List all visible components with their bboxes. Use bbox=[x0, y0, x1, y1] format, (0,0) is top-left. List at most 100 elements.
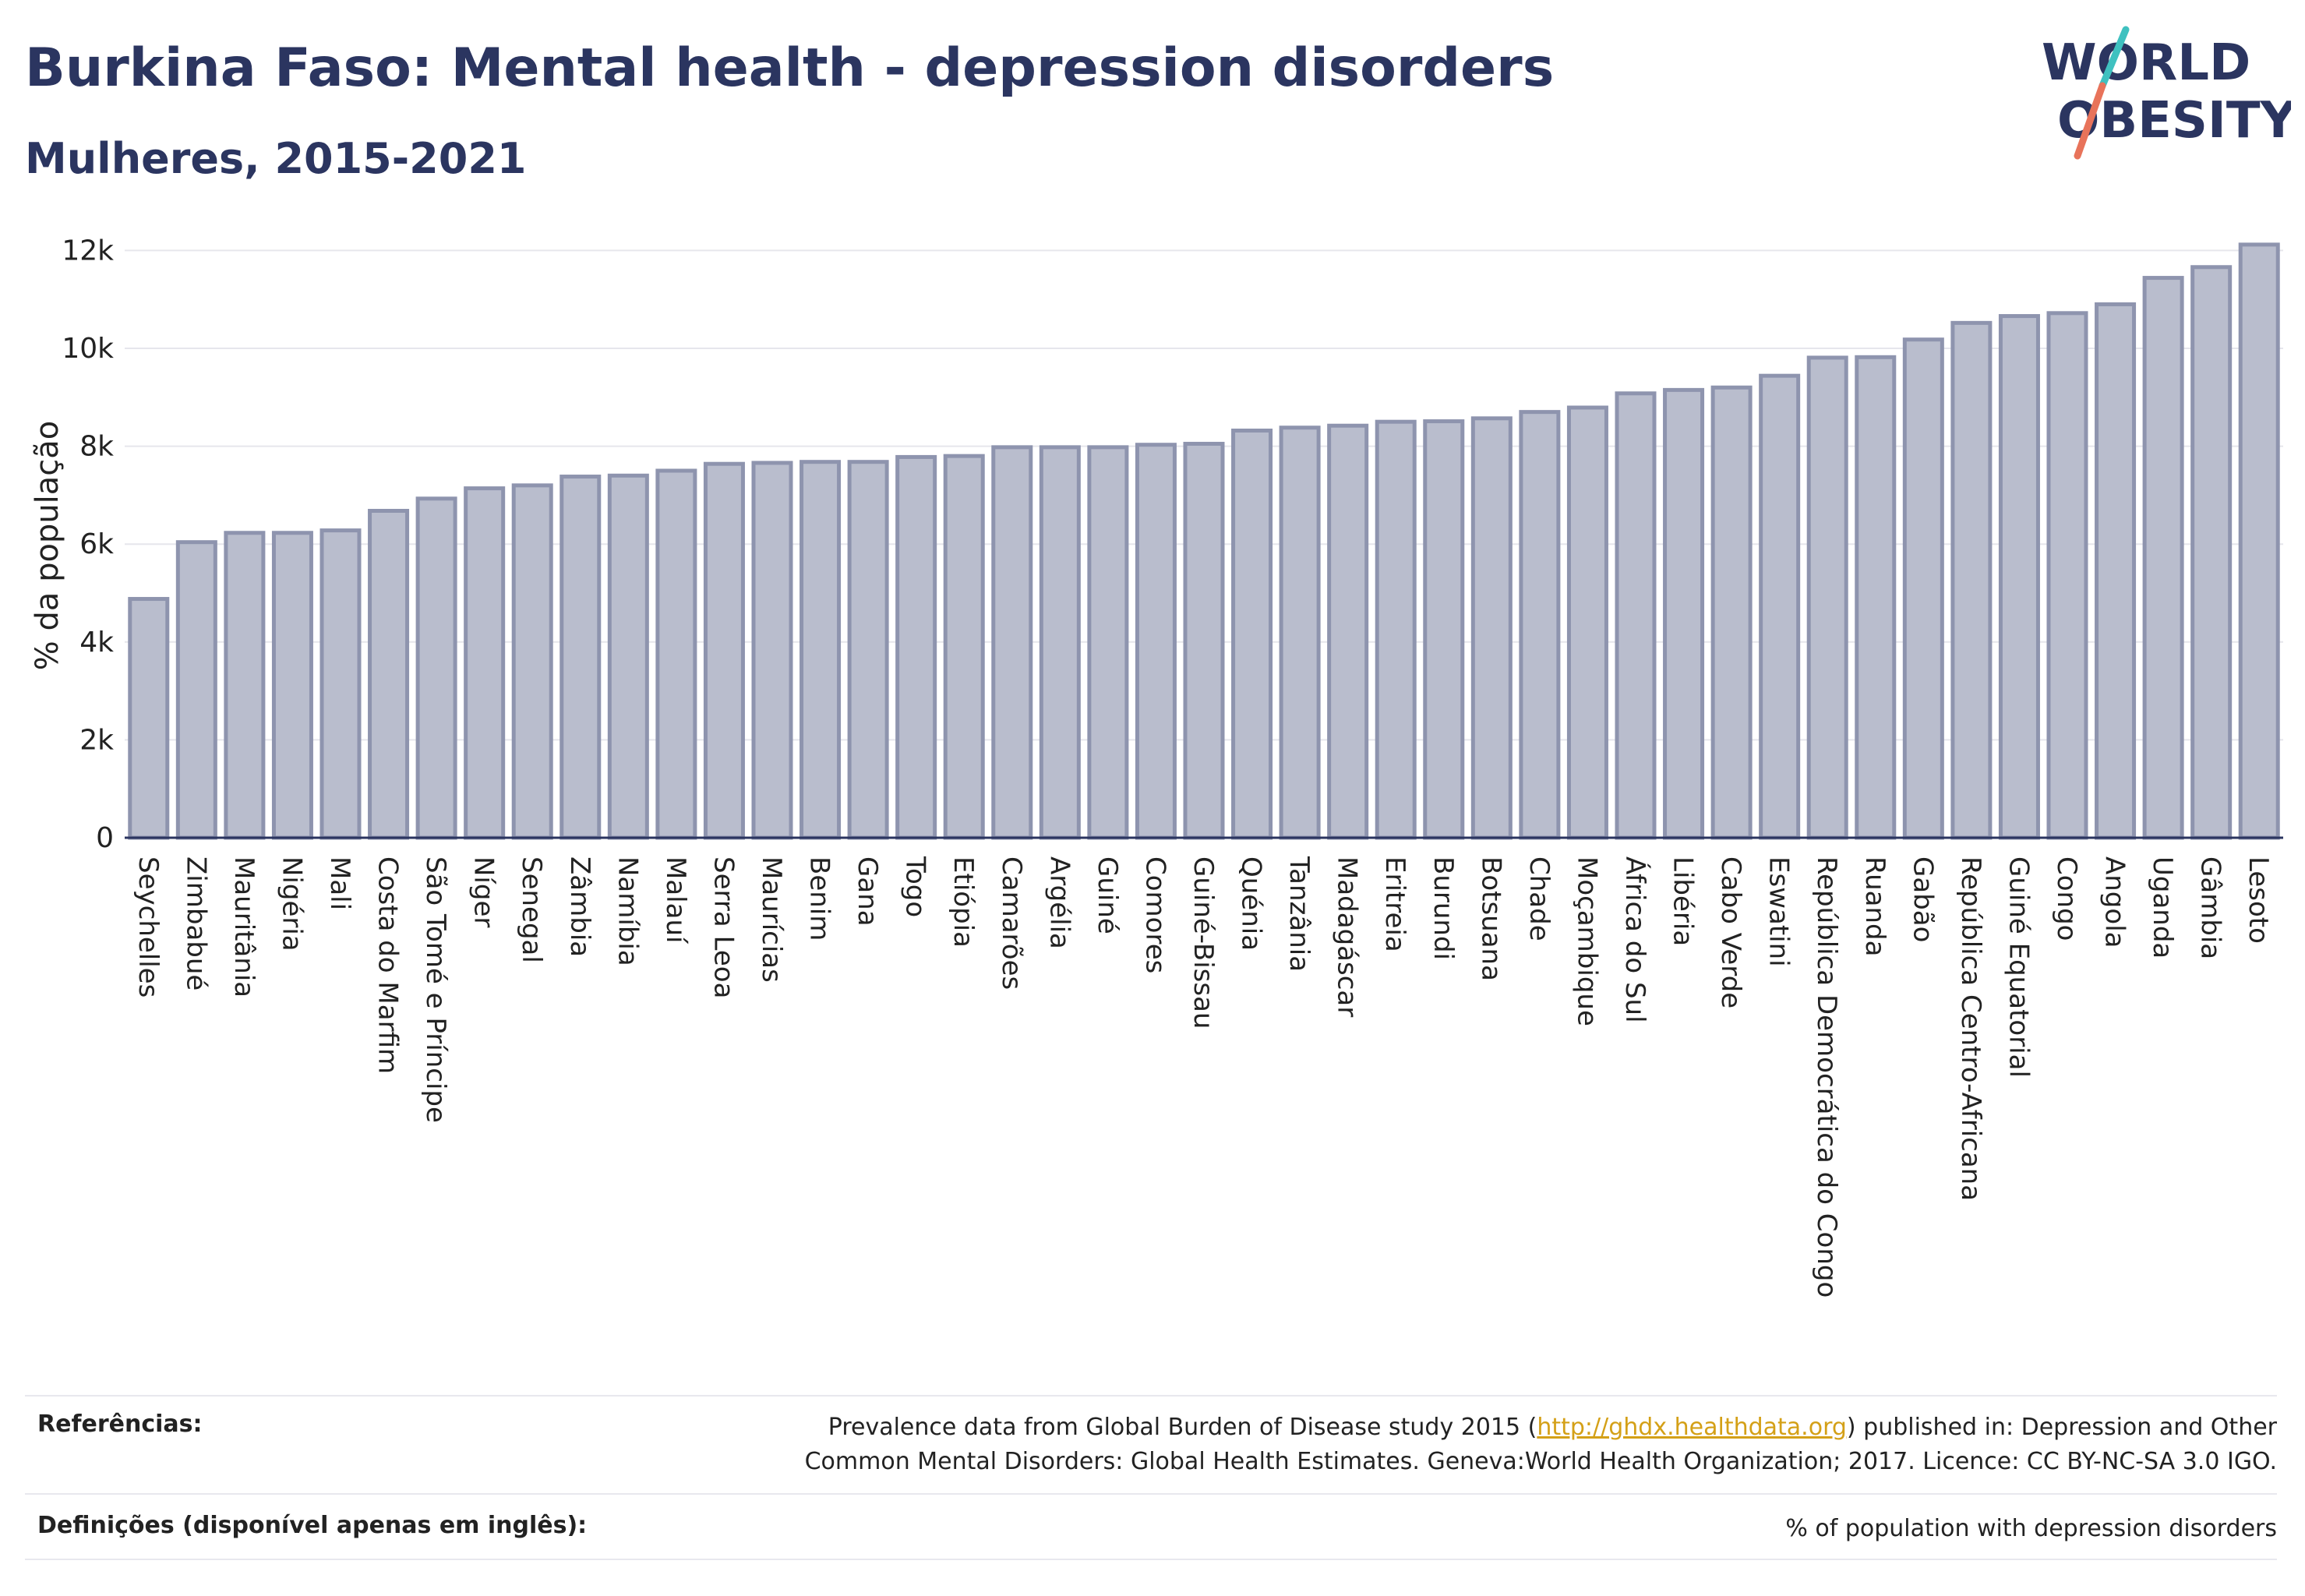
bar[interactable] bbox=[1806, 355, 1848, 840]
bar[interactable] bbox=[464, 486, 506, 840]
x-tick-label: Madagáscar bbox=[1332, 856, 1363, 1017]
x-tick-label: Seychelles bbox=[132, 856, 164, 998]
x-tick-label: Serra Leoa bbox=[708, 856, 739, 998]
world-obesity-logo: WORLD OBESITY bbox=[2042, 26, 2291, 160]
x-tick-label: Botsuana bbox=[1475, 856, 1506, 981]
bar[interactable] bbox=[991, 445, 1033, 840]
bar[interactable] bbox=[2142, 276, 2184, 840]
x-tick-label: Camarões bbox=[996, 856, 1027, 990]
bar[interactable] bbox=[415, 496, 457, 840]
bar[interactable] bbox=[751, 461, 793, 840]
axes: 0 2k 4k 6k 8k 10k 12k Seychelles Zimbabué Mauritâ… bbox=[62, 235, 2283, 1298]
bar[interactable] bbox=[1902, 337, 1944, 840]
x-tick-label: Tanzânia bbox=[1283, 856, 1315, 972]
x-tick-label: São Tomé e Príncipe bbox=[420, 856, 451, 1123]
definitions-label: Definições (disponível apenas em inglês)… bbox=[37, 1512, 588, 1539]
references-text: Prevalence data from Global Burden of Di… bbox=[718, 1411, 2277, 1479]
x-tick-label: África do Sul bbox=[1619, 856, 1651, 1023]
bar[interactable] bbox=[319, 528, 362, 840]
x-tick-label: Malauí bbox=[660, 856, 691, 945]
bar[interactable] bbox=[2190, 265, 2233, 840]
bar[interactable] bbox=[1855, 355, 1897, 840]
bar[interactable] bbox=[1663, 387, 1705, 840]
x-tick-label: Mali bbox=[324, 856, 355, 910]
chart-subtitle: Mulheres, 2015-2021 bbox=[25, 134, 527, 183]
y-tick-label: 12k bbox=[62, 235, 114, 267]
bar[interactable] bbox=[1950, 320, 1993, 840]
x-tick-label: Comores bbox=[1139, 856, 1170, 973]
x-tick-label: Libéria bbox=[1668, 856, 1699, 946]
bar[interactable] bbox=[1615, 391, 1657, 840]
bar-chart: 0 2k 4k 6k 8k 10k 12k Seychelles Zimbabué Mauritâ… bbox=[30, 235, 2283, 1298]
x-tick-label: Ruanda bbox=[1859, 856, 1890, 956]
bar[interactable] bbox=[1327, 423, 1369, 840]
bar[interactable] bbox=[703, 461, 745, 840]
bar[interactable] bbox=[1470, 416, 1513, 840]
x-tick-label: Senegal bbox=[516, 856, 547, 963]
y-axis-label: % da população bbox=[30, 421, 65, 671]
x-tick-label: Guiné bbox=[1092, 856, 1123, 934]
logo-slash-teal bbox=[2099, 26, 2130, 90]
x-tick-label: Burundi bbox=[1428, 856, 1459, 960]
bar[interactable] bbox=[800, 460, 842, 840]
bar[interactable] bbox=[847, 460, 889, 840]
bar[interactable] bbox=[607, 473, 649, 840]
x-tick-label: Eswatini bbox=[1763, 856, 1795, 967]
x-tick-label: Lesoto bbox=[2243, 856, 2274, 944]
x-tick-label: República Centro-Africana bbox=[1955, 856, 1986, 1201]
bar[interactable] bbox=[2095, 302, 2137, 840]
x-tick-label: Guiné Equatorial bbox=[2003, 856, 2034, 1078]
x-tick-label: Mauritânia bbox=[228, 856, 259, 998]
y-tick-label: 10k bbox=[62, 333, 114, 365]
bar[interactable] bbox=[559, 475, 602, 840]
bar[interactable] bbox=[224, 531, 266, 840]
x-tick-label: Angola bbox=[2099, 856, 2130, 948]
bar[interactable] bbox=[2046, 311, 2088, 840]
y-tick-label: 4k bbox=[79, 627, 114, 659]
bar[interactable] bbox=[1279, 425, 1321, 840]
x-tick-label: Gana bbox=[852, 856, 883, 927]
x-tick-label: Argélia bbox=[1043, 856, 1075, 949]
bar[interactable] bbox=[271, 531, 313, 840]
x-tick-label: Chade bbox=[1523, 856, 1555, 941]
x-tick-label: Etiópia bbox=[948, 856, 979, 948]
x-tick-label: Gâmbia bbox=[2195, 856, 2226, 959]
x-tick-label: República Democrática do Congo bbox=[1811, 856, 1842, 1298]
bar[interactable] bbox=[368, 508, 410, 840]
x-tick-label: Níger bbox=[468, 856, 499, 927]
x-tick-label: Congo bbox=[2051, 856, 2082, 941]
x-tick-label: Zimbabué bbox=[180, 856, 211, 990]
bar[interactable] bbox=[1519, 410, 1561, 840]
y-tick-label: 6k bbox=[79, 528, 114, 560]
bar[interactable] bbox=[1759, 373, 1801, 840]
x-tick-label: Costa do Marfim bbox=[372, 856, 404, 1074]
bar[interactable] bbox=[1423, 419, 1465, 840]
bar[interactable] bbox=[943, 454, 985, 840]
bar[interactable] bbox=[1039, 445, 1081, 840]
bar[interactable] bbox=[1710, 385, 1753, 840]
references-text-part1: Prevalence data from Global Burden of Di… bbox=[828, 1414, 1537, 1441]
bar[interactable] bbox=[1087, 445, 1129, 840]
bar[interactable] bbox=[655, 468, 697, 840]
bar[interactable] bbox=[2238, 242, 2280, 840]
x-tick-label: Togo bbox=[900, 856, 931, 917]
bar[interactable] bbox=[895, 454, 937, 840]
x-tick-label: Gabão bbox=[1907, 856, 1938, 942]
bar[interactable] bbox=[511, 483, 553, 840]
footer-divider-mid bbox=[25, 1493, 2277, 1495]
bar[interactable] bbox=[1231, 429, 1273, 840]
bar[interactable] bbox=[1135, 443, 1177, 840]
bar[interactable] bbox=[1566, 405, 1608, 840]
bars bbox=[128, 242, 2280, 840]
bar[interactable] bbox=[1998, 314, 2040, 840]
bar[interactable] bbox=[1375, 419, 1417, 840]
definitions-text: % of population with depression disorder… bbox=[1785, 1515, 2277, 1542]
x-tick-label: Benim bbox=[804, 856, 835, 941]
chart-title: Burkina Faso: Mental health - depression… bbox=[25, 37, 1555, 99]
x-tick-label: Namíbia bbox=[612, 856, 643, 966]
x-tick-label: Guiné-Bissau bbox=[1188, 856, 1219, 1029]
bar[interactable] bbox=[128, 597, 170, 840]
bar[interactable] bbox=[1183, 441, 1225, 840]
bar[interactable] bbox=[175, 540, 217, 840]
references-link[interactable]: http://ghdx.healthdata.org bbox=[1537, 1414, 1847, 1441]
